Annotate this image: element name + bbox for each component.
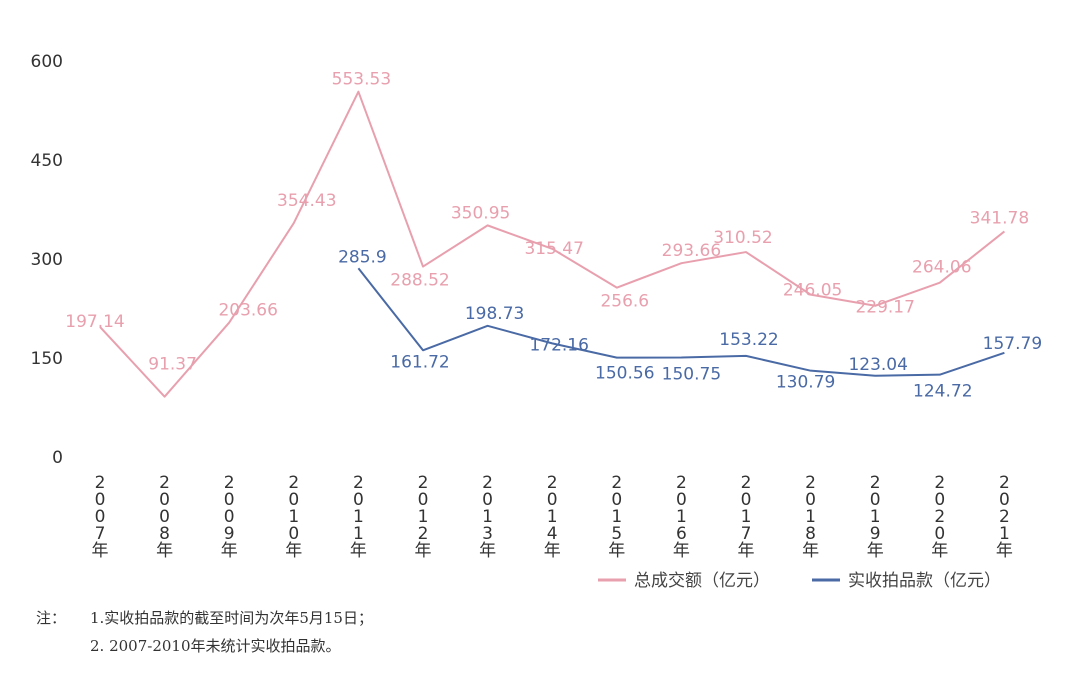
series-lines (99, 90, 1006, 398)
data-label: 264.06 (912, 258, 971, 278)
data-label: 246.05 (783, 281, 842, 301)
series-line-1 (99, 90, 1006, 398)
y-tick-label: 0 (52, 448, 63, 468)
data-label: 161.72 (390, 352, 449, 372)
data-label: 285.9 (338, 247, 387, 267)
legend-label-1: 总成交额（亿元） (634, 571, 770, 591)
y-tick-label: 150 (31, 349, 63, 369)
data-label: 198.73 (465, 304, 524, 324)
x-axis-ticks: 2 0 0 7 年 2 0 0 8 年 2 0 0 9 年 2 0 1 0 年 2 0 1 1 年 2 0 1 2 年 2 0 1 3 年 2 0 1 4 年… (92, 473, 1013, 561)
data-label: 91.37 (148, 355, 197, 375)
note-line-2: 2. 2007-2010年未统计实收拍品款。 (90, 637, 341, 655)
data-label: 341.78 (970, 208, 1029, 228)
data-label: 153.22 (719, 330, 778, 350)
data-label: 130.79 (776, 373, 835, 393)
y-tick-label: 450 (31, 151, 63, 171)
data-label: 256.6 (600, 292, 649, 312)
note-label-spacer (36, 632, 90, 660)
chart-notes: 注： 1.实收拍品款的截至时间为次年5月15日； 2. 2007-2010年未统… (36, 604, 1036, 660)
data-label: 124.72 (913, 382, 972, 402)
y-tick-label: 300 (31, 250, 63, 270)
data-label: 172.16 (529, 335, 588, 355)
data-label: 315.47 (524, 239, 583, 259)
data-label: 553.53 (332, 70, 391, 90)
legend-label-2: 实收拍品款（亿元） (848, 571, 1001, 591)
data-label: 354.43 (277, 191, 336, 211)
data-label: 123.04 (848, 355, 907, 375)
data-label: 150.75 (662, 365, 721, 385)
series-line-2 (357, 267, 1005, 377)
data-label: 293.66 (662, 241, 721, 261)
data-label: 288.52 (390, 271, 449, 291)
data-label: 350.95 (451, 203, 510, 223)
note-row-2: 2. 2007-2010年未统计实收拍品款。 (36, 632, 1036, 660)
note-label: 注： (36, 609, 67, 627)
y-tick-label: 600 (31, 52, 63, 72)
legend: 总成交额（亿元） 实收拍品款（亿元） (598, 571, 1001, 591)
data-label: 197.14 (65, 312, 124, 332)
note-line-1: 1.实收拍品款的截至时间为次年5月15日； (90, 609, 373, 627)
data-label: 157.79 (983, 334, 1042, 354)
y-axis-ticks: 0 150 300 450 600 (31, 52, 63, 468)
data-labels: 197.14 91.37 203.66 354.43 553.53 288.52 350.9… (65, 70, 1042, 402)
data-label: 310.52 (713, 228, 772, 248)
data-label: 203.66 (218, 301, 277, 321)
note-row-1: 注： 1.实收拍品款的截至时间为次年5月15日； (36, 604, 1036, 632)
data-label: 229.17 (855, 298, 914, 318)
data-label: 150.56 (595, 364, 654, 384)
